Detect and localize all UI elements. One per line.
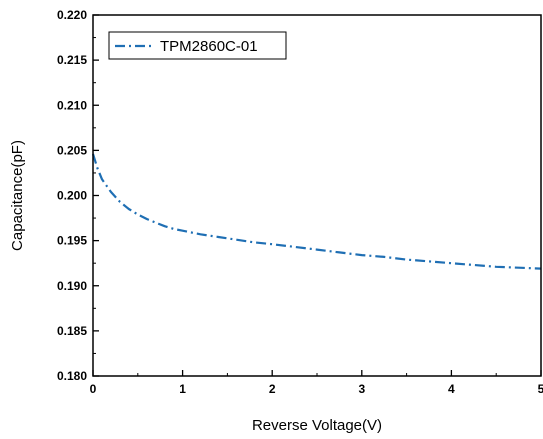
y-tick-label: 0.195 <box>57 234 87 248</box>
y-tick-label: 0.205 <box>57 143 87 157</box>
legend: TPM2860C-01 <box>108 31 287 60</box>
x-tick-label: 3 <box>358 382 365 396</box>
y-tick-label: 0.215 <box>57 53 87 67</box>
x-tick-label: 0 <box>90 382 97 396</box>
y-tick-label: 0.200 <box>57 189 87 203</box>
x-axis-label: Reverse Voltage(V) <box>252 417 382 434</box>
y-axis-label: Capacitance(pF) <box>9 140 26 251</box>
ticks-layer: 0 1 2 3 4 5 0.180 0.185 0.190 0.195 0.200 0.205 0.21… <box>57 8 543 396</box>
plot-frame <box>92 14 542 377</box>
series-line-0 <box>91 153 542 270</box>
x-tick-label: 4 <box>448 382 455 396</box>
y-tick-label: 0.210 <box>57 98 87 112</box>
x-tick-label: 2 <box>269 382 276 396</box>
y-tick-label: 0.190 <box>57 279 87 293</box>
series-layer <box>91 153 542 270</box>
y-tick-label: 0.220 <box>57 8 87 22</box>
y-tick-label: 0.180 <box>57 369 87 383</box>
y-tick-label: 0.185 <box>57 324 87 338</box>
x-tick-label: 5 <box>538 382 543 396</box>
legend-label: TPM2860C-01 <box>160 38 258 55</box>
x-tick-label: 1 <box>179 382 186 396</box>
